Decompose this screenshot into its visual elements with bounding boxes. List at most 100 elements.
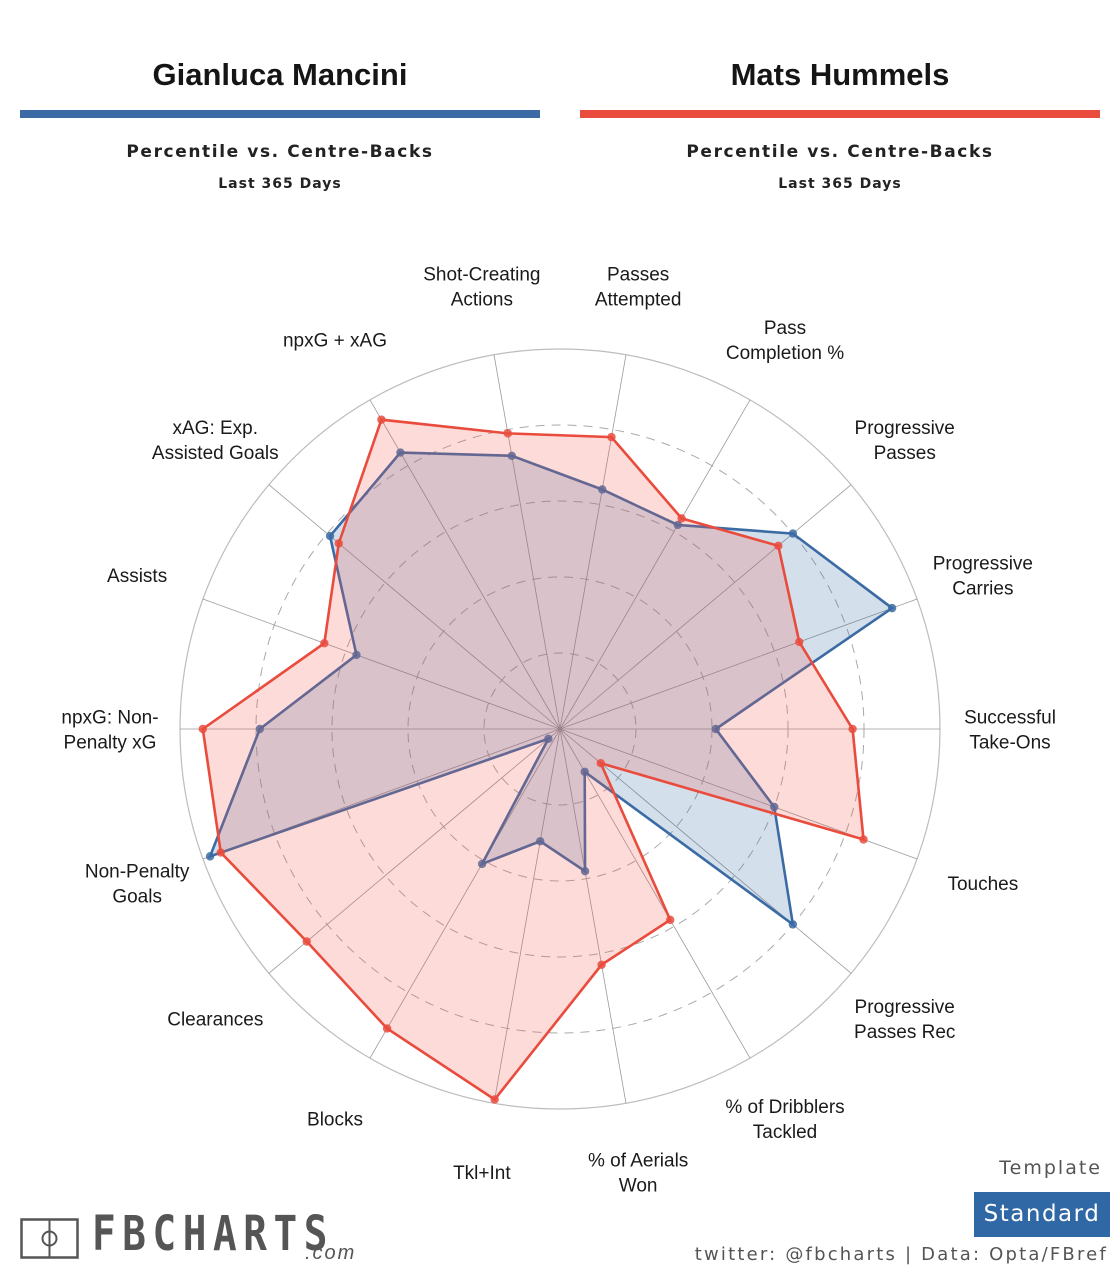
axis-label-line: npxG: Non- [61,708,158,729]
data-point-tkl-int [490,1095,499,1104]
data-point-npxg-non-penalty-xg [255,724,264,734]
axis-label-line: Pass [764,318,806,339]
axis-label-line: Passes Rec [854,1022,955,1043]
player-header-left: Gianluca Mancini Percentile vs. Centre-B… [20,52,540,192]
axis-label-line: Take-Ons [969,733,1050,754]
series-mats-hummels [198,415,868,1104]
data-point-blocks [382,1024,392,1033]
axis-label-line: Assisted Goals [152,443,279,464]
axis-label--of-aerials-won: % of Aerials Won [588,1151,688,1197]
axis-label-line: Successful [964,708,1056,729]
grid-spoke [268,728,561,974]
axis-label-line: % of Dribblers [725,1097,844,1118]
axis-label-line: Completion % [726,343,844,364]
data-point-successful-take-ons [711,724,720,734]
axis-label-line: Non-Penalty [85,861,190,882]
axis-label-npxg-non-penalty-xg: npxG: Non- Penalty xG [61,708,158,754]
grid-spoke [268,484,561,730]
axis-label-line: Clearances [167,1009,263,1030]
axis-label-successful-take-ons: Successful Take-Ons [964,708,1056,754]
data-point-passes-attempted [598,485,607,494]
period-label-right: Last 365 Days [778,176,902,192]
template-badge: Standard [974,1192,1110,1237]
player-color-bar-left [20,110,540,118]
data-point-progressive-passes-rec [788,920,798,929]
grid-spoke [369,728,561,1059]
axis-label-passes-attempted: Passes Attempted [595,264,682,310]
data-point-progressive-passes-rec [596,758,605,768]
axis-label-line: Passes [607,264,669,285]
data-point-clearances [302,937,311,946]
axis-label-line: Progressive [855,997,955,1018]
data-point-progressive-passes [774,541,783,551]
data-point-progressive-carries [795,637,804,647]
grid-spoke [559,728,627,1104]
axis-label-progressive-passes: Progressive Passes [855,418,955,464]
axis-label-line: npxG + xAG [283,330,387,351]
axis-label-line: Attempted [595,289,682,310]
comparison-subtitle-right: Percentile vs. Centre-Backs [686,142,994,162]
data-point-touches [859,835,868,844]
player-name-right: Mats Hummels [730,57,950,92]
data-point-non-penalty-goals [216,848,225,857]
grid-spoke [559,484,852,730]
data-point--of-aerials-won [597,960,606,969]
data-point-npxg-xag [396,448,405,457]
data-point-npxg-non-penalty-xg [198,724,207,734]
axis-label-touches: Touches [947,874,1018,895]
axis-label-progressive-carries: Progressive Carries [933,554,1033,600]
data-point--of-aerials-won [580,867,590,876]
data-point--of-dribblers-tackled [666,915,675,925]
pitch-icon [20,1218,79,1259]
axis-label-line: Goals [112,886,162,907]
data-point-successful-take-ons [848,724,857,734]
data-point-tkl-int [536,837,545,846]
data-point--of-dribblers-tackled [580,767,589,776]
axis-label-tkl-int: Tkl+Int [453,1163,511,1184]
axis-label-assists: Assists [107,566,167,587]
radar-series [198,415,897,1104]
player-name-left: Gianluca Mancini [152,57,408,92]
data-point-progressive-carries [887,603,897,613]
grid-spoke [493,354,561,730]
template-label: Template [999,1157,1102,1179]
series-area [202,419,864,1100]
axis-label-non-penalty-goals: Non-Penalty Goals [85,861,190,907]
axis-label-line: Touches [947,874,1018,895]
axis-label-blocks: Blocks [307,1110,363,1131]
axis-label-line: Progressive [855,418,955,439]
data-point-assists [320,639,329,648]
axis-label-line: Blocks [307,1110,363,1131]
axis-label-clearances: Clearances [167,1009,263,1030]
player-header-right: Mats Hummels Percentile vs. Centre-Backs… [580,52,1100,192]
data-point-clearances [544,734,553,743]
data-point-progressive-passes [788,529,798,538]
axis-label-npxg-xag: npxG + xAG [283,330,387,351]
data-point-shot-creating-actions [503,429,513,438]
logo-text: FBCHARTS [92,1206,335,1262]
grid-spoke [559,728,751,1059]
data-point-xag-exp-assisted-goals [334,539,343,548]
data-point-npxg-xag [377,415,386,424]
axis-label-line: Actions [451,289,513,310]
player-color-bar-right [580,110,1100,118]
period-label-left: Last 365 Days [218,176,342,192]
axis-label-shot-creating-actions: Shot-Creating Actions [423,264,540,310]
data-point-non-penalty-goals [205,852,215,861]
data-point-blocks [477,859,487,869]
axis-label-line: Progressive [933,554,1033,575]
axis-label-xag-exp-assisted-goals: xAG: Exp. Assisted Goals [152,418,279,464]
axis-label-line: % of Aerials [588,1151,688,1172]
series-area [210,452,893,925]
axis-label-line: Tkl+Int [453,1163,511,1184]
logo-domain: .com [305,1242,357,1264]
series-gianluca-mancini [205,448,897,929]
axis-label-line: Tackled [753,1122,817,1143]
axis-label-line: xAG: Exp. [173,418,259,439]
axis-label-line: Shot-Creating [423,264,540,285]
data-point-assists [352,650,361,660]
axis-label--of-dribblers-tackled: % of Dribblers Tackled [725,1097,844,1143]
axis-label-pass-completion-: Pass Completion % [726,318,844,364]
grid-spoke [559,728,852,974]
